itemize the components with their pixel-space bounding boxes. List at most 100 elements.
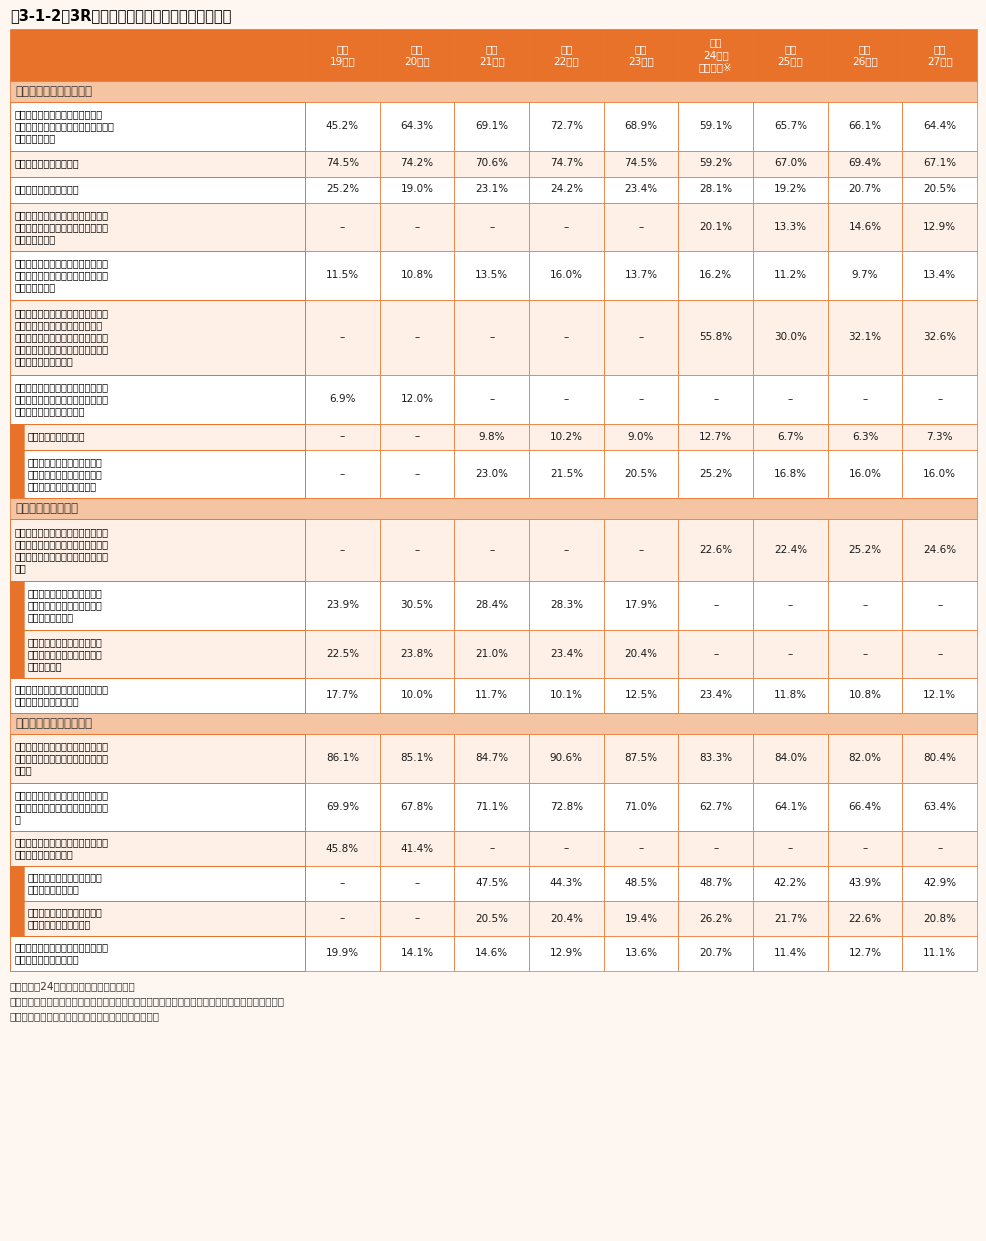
Text: –: –	[787, 601, 792, 611]
Text: 85.1%: 85.1%	[400, 753, 433, 763]
Bar	[454, 936, 528, 970]
Text: 11.7%: 11.7%	[474, 690, 508, 700]
Bar	[603, 936, 677, 970]
Text: 10.8%: 10.8%	[848, 690, 880, 700]
Bar	[603, 581, 677, 629]
Bar	[454, 783, 528, 831]
Bar	[305, 581, 380, 629]
Bar	[10, 629, 305, 678]
Text: –: –	[563, 222, 568, 232]
Text: –: –	[414, 432, 419, 442]
Bar	[603, 299, 677, 375]
Bar	[901, 102, 976, 150]
Text: 87.5%: 87.5%	[624, 753, 657, 763]
Text: 13.5%: 13.5%	[474, 271, 508, 280]
Text: 22.6%: 22.6%	[848, 913, 880, 923]
Text: 16.8%: 16.8%	[773, 469, 807, 479]
Bar	[305, 176, 380, 202]
Text: –: –	[339, 333, 345, 343]
Text: ビールや牛乳の瓶など再使用可能な
容器を使った製品を買う: ビールや牛乳の瓶など再使用可能な 容器を使った製品を買う	[15, 685, 108, 706]
Bar	[677, 733, 752, 783]
Text: –: –	[638, 395, 643, 405]
Text: 32.6%: 32.6%	[922, 333, 955, 343]
Bar	[752, 901, 827, 936]
Bar	[10, 866, 305, 901]
Text: 注１：平成24年度はアンケートを実施せず: 注１：平成24年度はアンケートを実施せず	[10, 980, 136, 992]
Text: 84.7%: 84.7%	[474, 753, 508, 763]
Text: 42.2%: 42.2%	[773, 879, 807, 889]
Text: 20.5%: 20.5%	[922, 185, 955, 195]
Bar	[10, 678, 305, 714]
Bar	[380, 831, 454, 866]
Text: 再使用（リユース）: 再使用（リユース）	[15, 503, 78, 515]
Bar	[10, 783, 305, 831]
Text: 10.2%: 10.2%	[549, 432, 583, 442]
Bar	[528, 299, 603, 375]
Bar	[677, 678, 752, 714]
Bar	[305, 733, 380, 783]
Bar	[10, 375, 305, 423]
Bar	[603, 831, 677, 866]
Bar	[10, 678, 305, 714]
Bar	[528, 375, 603, 423]
Bar	[454, 176, 528, 202]
Text: –: –	[862, 395, 867, 405]
Text: インターネットオークション
に出品したり、落札したりす
るようにしている: インターネットオークション に出品したり、落札したりす るようにしている	[28, 588, 103, 622]
Text: –: –	[339, 432, 345, 442]
Text: 20.4%: 20.4%	[549, 913, 583, 923]
Bar	[603, 733, 677, 783]
Text: ２：設問・選択肢の文章が完全に一致はしていない項目もあるが、類似・同一内容の設問で比較: ２：設問・選択肢の文章が完全に一致はしていない項目もあるが、類似・同一内容の設問…	[10, 997, 285, 1006]
Bar	[380, 901, 454, 936]
Bar	[305, 449, 380, 498]
Bar	[10, 629, 24, 678]
Text: 21.0%: 21.0%	[474, 649, 508, 659]
Text: 28.1%: 28.1%	[698, 185, 732, 195]
Text: –: –	[712, 395, 718, 405]
Text: 平成
20年度: 平成 20年度	[404, 43, 429, 66]
Text: 25.2%: 25.2%	[848, 545, 880, 555]
Bar	[901, 299, 976, 375]
Bar	[10, 733, 305, 783]
Text: レジ袋をもらわないようにしたり
（買い物袋を持参する）、簡易包装を
店に求めている: レジ袋をもらわないようにしたり （買い物袋を持参する）、簡易包装を 店に求めてい…	[15, 109, 114, 143]
Text: 6.3%: 6.3%	[851, 432, 878, 442]
Text: –: –	[862, 844, 867, 854]
Bar	[10, 299, 305, 375]
Bar	[305, 251, 380, 299]
Text: 24.6%: 24.6%	[922, 545, 955, 555]
Text: 平成
21年度: 平成 21年度	[478, 43, 504, 66]
Bar	[305, 102, 380, 150]
Text: –: –	[862, 601, 867, 611]
Text: 13.3%: 13.3%	[773, 222, 807, 232]
Bar	[603, 678, 677, 714]
Bar	[10, 498, 976, 519]
Text: 48.5%: 48.5%	[624, 879, 657, 889]
Bar	[454, 629, 528, 678]
Text: 72.7%: 72.7%	[549, 122, 583, 132]
Bar	[827, 299, 901, 375]
Bar	[528, 251, 603, 299]
Text: 買い過ぎ、作り過ぎをせず、生ごみ
を少なくするなどの料理法（エコ
クッキング）の実践や消費期限切れ
等の食品を出さないなど、食品を捨
てないようにしている: 買い過ぎ、作り過ぎをせず、生ごみ を少なくするなどの料理法（エコ クッキング）の…	[15, 308, 108, 366]
Bar	[528, 519, 603, 581]
Text: 74.2%: 74.2%	[400, 159, 433, 169]
Bar	[454, 449, 528, 498]
Text: 13.4%: 13.4%	[922, 271, 955, 280]
Bar	[380, 299, 454, 375]
Text: –: –	[936, 844, 942, 854]
Text: 12.7%: 12.7%	[848, 948, 880, 958]
Bar	[901, 733, 976, 783]
Text: 65.7%: 65.7%	[773, 122, 807, 132]
Text: 23.4%: 23.4%	[624, 185, 657, 195]
Text: 74.5%: 74.5%	[325, 159, 359, 169]
Bar	[901, 251, 976, 299]
Text: 11.1%: 11.1%	[922, 948, 955, 958]
Bar	[10, 29, 305, 81]
Text: 71.1%: 71.1%	[474, 802, 508, 812]
Bar	[10, 202, 305, 251]
Bar	[454, 831, 528, 866]
Text: 中古品を扱う店やバザーやフ
リーマーケットで売買するよ
うにしている: 中古品を扱う店やバザーやフ リーマーケットで売買するよ うにしている	[28, 637, 103, 670]
Bar	[603, 901, 677, 936]
Text: –: –	[936, 601, 942, 611]
Text: 22.6%: 22.6%	[698, 545, 732, 555]
Bar	[305, 299, 380, 375]
Text: 28.4%: 28.4%	[474, 601, 508, 611]
